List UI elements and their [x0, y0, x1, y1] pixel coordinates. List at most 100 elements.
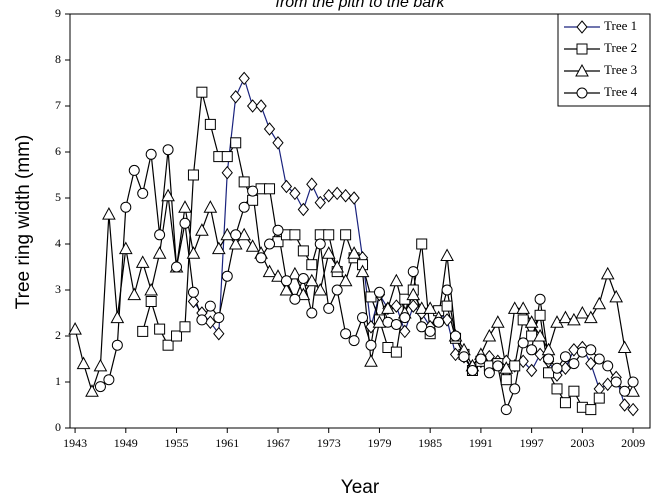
data-point — [137, 325, 149, 337]
data-point — [178, 200, 192, 213]
legend-label: Tree 4 — [604, 84, 638, 99]
data-point — [567, 312, 581, 326]
data-point — [534, 309, 546, 321]
data-point — [289, 186, 301, 201]
data-point — [507, 301, 522, 314]
data-point — [492, 360, 504, 372]
legend-label: Tree 2 — [604, 40, 637, 55]
data-point — [331, 186, 343, 201]
data-point — [128, 164, 140, 176]
x-tick-label: 1997 — [520, 436, 544, 450]
x-tick-label: 1973 — [317, 436, 341, 450]
data-point — [247, 194, 259, 206]
data-point — [262, 264, 277, 278]
data-point — [196, 86, 208, 98]
data-point — [135, 255, 150, 268]
data-point — [617, 340, 632, 353]
data-point — [306, 259, 318, 271]
data-point — [526, 344, 538, 356]
data-point — [152, 246, 167, 259]
data-point — [357, 312, 369, 324]
data-point — [110, 310, 125, 324]
data-point — [568, 385, 580, 397]
data-point — [213, 312, 225, 324]
data-point — [271, 269, 285, 282]
data-point — [221, 165, 233, 180]
x-tick-label: 1955 — [165, 436, 189, 450]
data-point — [314, 238, 326, 250]
data-point — [323, 188, 335, 203]
data-point — [423, 301, 438, 314]
data-point — [330, 259, 345, 273]
data-point — [297, 202, 310, 217]
data-point — [76, 356, 91, 370]
data-point — [466, 365, 478, 376]
data-point — [585, 404, 597, 416]
data-point — [230, 90, 242, 104]
data-point — [297, 273, 309, 284]
data-point — [609, 289, 624, 303]
data-point — [145, 148, 157, 160]
data-point — [390, 319, 402, 330]
y-axis-title: Tree ring width (mm) — [13, 135, 34, 310]
data-point — [118, 241, 133, 255]
data-point — [441, 284, 453, 296]
y-tick-label: 8 — [55, 52, 61, 66]
data-point — [490, 315, 505, 328]
data-point — [600, 266, 615, 280]
x-tick-label: 1979 — [367, 436, 391, 450]
data-point — [373, 286, 385, 298]
data-point — [255, 99, 267, 113]
y-tick-label: 1 — [55, 374, 61, 388]
data-point — [280, 179, 293, 194]
data-point — [221, 151, 233, 163]
data-point — [171, 330, 183, 342]
data-point — [458, 351, 470, 363]
data-point — [162, 339, 174, 351]
data-point — [161, 188, 175, 202]
data-point — [245, 239, 260, 252]
data-point — [304, 273, 319, 287]
data-point — [524, 315, 539, 328]
data-point — [313, 282, 328, 296]
data-point — [68, 322, 82, 335]
data-point — [323, 229, 335, 241]
y-tick-label: 9 — [55, 6, 61, 20]
data-point — [111, 339, 123, 351]
data-point — [399, 324, 411, 339]
data-point — [602, 360, 614, 372]
data-point — [483, 367, 495, 379]
data-point — [534, 293, 546, 305]
data-point — [525, 363, 538, 378]
data-point — [238, 176, 250, 188]
data-point — [414, 301, 429, 314]
data-point — [255, 252, 267, 264]
data-point — [433, 316, 445, 328]
data-point — [154, 323, 166, 335]
data-point — [145, 296, 157, 307]
data-point — [441, 300, 453, 312]
data-point — [203, 200, 218, 213]
data-point — [272, 224, 284, 236]
plot-frame — [69, 13, 651, 429]
legend-marker — [576, 43, 588, 55]
data-point — [475, 353, 487, 365]
data-point — [583, 310, 598, 324]
data-point — [551, 383, 563, 395]
data-point — [279, 282, 294, 296]
data-point — [390, 346, 402, 358]
data-point — [339, 188, 352, 203]
y-tick-label: 5 — [55, 190, 61, 204]
y-tick-label: 7 — [55, 98, 61, 112]
data-point — [297, 245, 309, 257]
x-tick-label: 2009 — [621, 436, 645, 450]
data-point — [450, 330, 462, 342]
y-tick-label: 6 — [55, 144, 61, 158]
data-point — [247, 185, 259, 197]
legend-label: Tree 3 — [604, 62, 637, 77]
x-tick-label: 1949 — [114, 436, 138, 450]
data-point — [416, 321, 428, 333]
data-point — [610, 376, 622, 388]
data-point — [85, 384, 99, 397]
